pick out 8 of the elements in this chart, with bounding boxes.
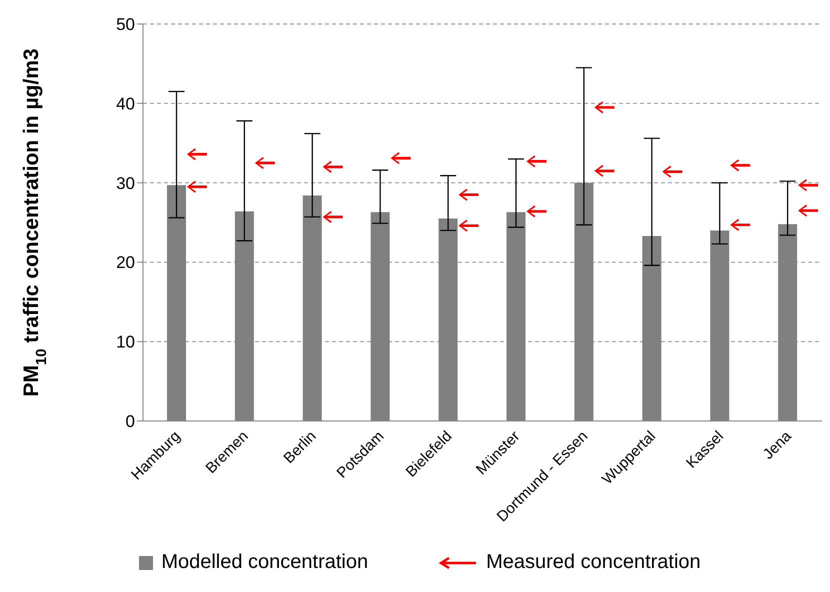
y-tick-label: 30 [116,174,135,193]
y-tick-label: 10 [116,332,135,352]
legend-label: Modelled concentration [161,551,368,574]
y-tick-label: 0 [126,412,135,432]
legend-label: Measured concentration [486,551,701,574]
y-tick-label: 40 [116,94,135,114]
y-tick-label: 50 [116,15,135,34]
y-tick-label: 20 [116,253,135,272]
